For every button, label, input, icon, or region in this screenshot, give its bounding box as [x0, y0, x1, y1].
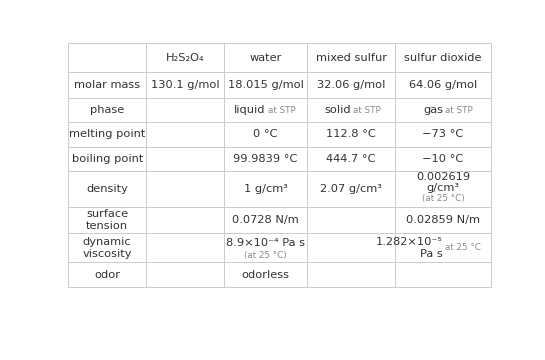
Bar — [68, 98, 146, 122]
Bar — [225, 207, 307, 233]
Text: at STP: at STP — [353, 105, 381, 114]
Bar — [225, 147, 307, 171]
Bar — [396, 72, 491, 98]
Bar — [307, 171, 396, 207]
Text: molar mass: molar mass — [74, 80, 140, 90]
Bar — [146, 122, 225, 147]
Text: surface
tension: surface tension — [86, 210, 128, 231]
Bar — [396, 171, 491, 207]
Bar — [146, 98, 225, 122]
Bar — [68, 262, 146, 287]
Text: 1.282×10⁻⁵
Pa s: 1.282×10⁻⁵ Pa s — [376, 237, 443, 259]
Bar — [307, 72, 396, 98]
Text: 99.9839 °C: 99.9839 °C — [233, 154, 298, 164]
Bar — [146, 233, 225, 262]
Text: −73 °C: −73 °C — [422, 129, 464, 139]
Bar — [146, 207, 225, 233]
Text: 18.015 g/mol: 18.015 g/mol — [228, 80, 304, 90]
Text: at 25 °C: at 25 °C — [445, 243, 481, 252]
Bar — [225, 233, 307, 262]
Bar — [68, 207, 146, 233]
Bar — [307, 262, 396, 287]
Bar — [396, 98, 491, 122]
Bar — [146, 147, 225, 171]
Text: solid: solid — [324, 105, 351, 115]
Text: 130.1 g/mol: 130.1 g/mol — [151, 80, 220, 90]
Bar — [307, 147, 396, 171]
Bar — [146, 262, 225, 287]
Bar — [68, 43, 146, 72]
Bar — [225, 98, 307, 122]
Text: 444.7 °C: 444.7 °C — [326, 154, 376, 164]
Bar — [396, 233, 491, 262]
Bar — [307, 207, 396, 233]
Bar — [225, 122, 307, 147]
Bar — [396, 122, 491, 147]
Bar — [307, 233, 396, 262]
Text: boiling point: boiling point — [71, 154, 143, 164]
Text: 0.02859 N/m: 0.02859 N/m — [406, 215, 480, 225]
Text: 32.06 g/mol: 32.06 g/mol — [317, 80, 385, 90]
Bar — [68, 122, 146, 147]
Bar — [68, 147, 146, 171]
Text: dynamic
viscosity: dynamic viscosity — [82, 237, 132, 259]
Bar — [225, 171, 307, 207]
Text: (at 25 °C): (at 25 °C) — [244, 251, 287, 260]
Bar — [68, 72, 146, 98]
Text: (at 25 °C): (at 25 °C) — [422, 194, 464, 203]
Text: 64.06 g/mol: 64.06 g/mol — [409, 80, 477, 90]
Text: density: density — [86, 184, 128, 194]
Text: H₂S₂O₄: H₂S₂O₄ — [166, 53, 204, 63]
Text: 2.07 g/cm³: 2.07 g/cm³ — [320, 184, 382, 194]
Bar — [225, 262, 307, 287]
Text: 8.9×10⁻⁴ Pa s: 8.9×10⁻⁴ Pa s — [226, 238, 305, 248]
Text: 0.002619
g/cm³: 0.002619 g/cm³ — [416, 172, 470, 193]
Bar — [146, 171, 225, 207]
Text: −10 °C: −10 °C — [422, 154, 464, 164]
Bar — [307, 98, 396, 122]
Text: 0 °C: 0 °C — [253, 129, 278, 139]
Bar — [307, 122, 396, 147]
Bar — [396, 147, 491, 171]
Bar — [396, 43, 491, 72]
Text: at STP: at STP — [445, 105, 473, 114]
Text: 1 g/cm³: 1 g/cm³ — [244, 184, 288, 194]
Text: 112.8 °C: 112.8 °C — [326, 129, 376, 139]
Text: at STP: at STP — [268, 105, 295, 114]
Bar — [307, 43, 396, 72]
Bar — [396, 262, 491, 287]
Text: mixed sulfur: mixed sulfur — [316, 53, 386, 63]
Bar — [396, 207, 491, 233]
Text: sulfur dioxide: sulfur dioxide — [404, 53, 482, 63]
Bar — [68, 171, 146, 207]
Text: liquid: liquid — [234, 105, 265, 115]
Bar — [146, 72, 225, 98]
Bar — [146, 43, 225, 72]
Text: gas: gas — [423, 105, 443, 115]
Text: water: water — [250, 53, 282, 63]
Text: odorless: odorless — [241, 270, 289, 280]
Bar — [225, 72, 307, 98]
Bar — [225, 43, 307, 72]
Text: odor: odor — [94, 270, 120, 280]
Text: phase: phase — [90, 105, 124, 115]
Text: 0.0728 N/m: 0.0728 N/m — [232, 215, 299, 225]
Text: melting point: melting point — [69, 129, 146, 139]
Bar — [68, 233, 146, 262]
